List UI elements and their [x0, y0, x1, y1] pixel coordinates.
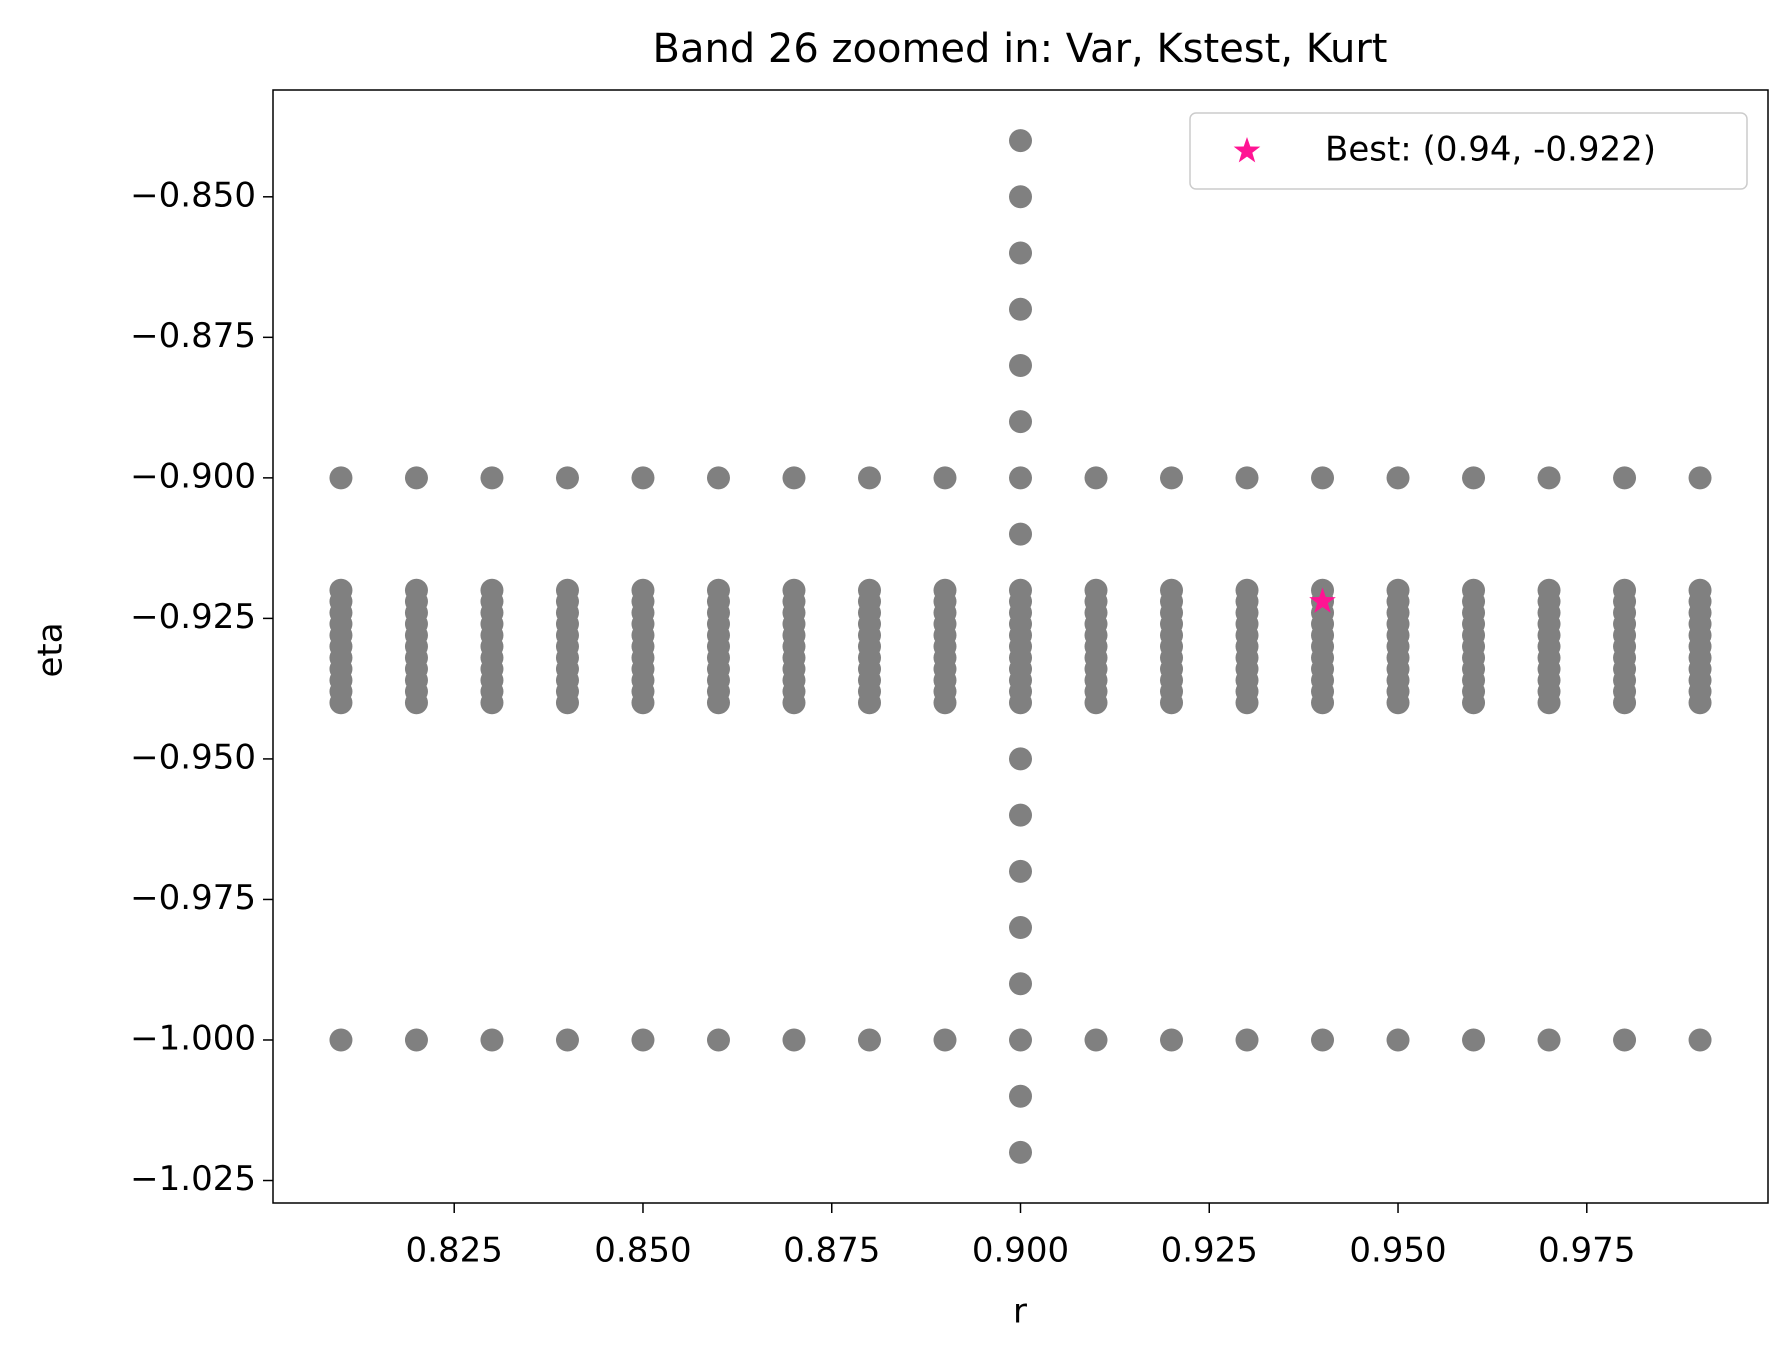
point: [480, 691, 504, 715]
point: [1235, 1028, 1259, 1052]
point: [706, 691, 730, 715]
y-tick-label: −0.975: [130, 878, 256, 918]
point: [1537, 1028, 1561, 1052]
best-point: [1309, 587, 1336, 613]
y-tick-label: −1.025: [130, 1159, 256, 1199]
point: [1009, 916, 1032, 940]
point: [1462, 691, 1486, 715]
point: [857, 691, 881, 715]
point: [1009, 353, 1032, 377]
point: [933, 691, 957, 715]
point: [1084, 466, 1108, 490]
point: [1084, 691, 1108, 715]
point: [1009, 241, 1032, 265]
point: [1688, 691, 1712, 715]
point: [480, 1028, 504, 1052]
point: [480, 466, 504, 490]
x-tick-label: 0.825: [406, 1231, 503, 1271]
legend-label: Best: (0.94, -0.922): [1325, 130, 1656, 170]
point: [1462, 1028, 1486, 1052]
point: [1311, 1028, 1335, 1052]
point: [1009, 691, 1032, 715]
point: [1009, 747, 1032, 771]
point: [1160, 466, 1184, 490]
point: [1537, 466, 1561, 490]
point: [1613, 691, 1637, 715]
point: [404, 691, 428, 715]
x-tick-label: 0.875: [783, 1231, 880, 1271]
point: [1311, 691, 1335, 715]
legend-box: [1189, 112, 1748, 190]
point: [1688, 466, 1712, 490]
point: [329, 1028, 353, 1052]
point: [1009, 1140, 1032, 1164]
point: [1386, 1028, 1410, 1052]
point: [555, 466, 579, 490]
point: [857, 1028, 881, 1052]
point: [1009, 1084, 1032, 1108]
point: [782, 691, 806, 715]
point: [1009, 466, 1032, 490]
y-axis-label: eta: [31, 622, 71, 677]
point: [1386, 691, 1410, 715]
legend-marker: [1233, 137, 1261, 163]
point: [1311, 466, 1335, 490]
point: [631, 691, 655, 715]
point: [1235, 466, 1259, 490]
x-tick-label: 0.850: [594, 1231, 691, 1271]
point: [1160, 1028, 1184, 1052]
y-tick-label: −1.000: [130, 1018, 256, 1058]
x-tick-label: 0.975: [1538, 1231, 1635, 1271]
point: [1009, 972, 1032, 996]
point: [1235, 691, 1259, 715]
y-tick-label: −0.900: [130, 456, 256, 496]
point: [1613, 1028, 1637, 1052]
point: [933, 466, 957, 490]
plot-frame: [272, 89, 1769, 1204]
x-tick-label: 0.900: [972, 1231, 1069, 1271]
point: [1009, 185, 1032, 209]
point: [631, 466, 655, 490]
point: [1537, 691, 1561, 715]
point: [404, 466, 428, 490]
x-axis-label: r: [1013, 1292, 1027, 1332]
point: [706, 1028, 730, 1052]
point: [1386, 466, 1410, 490]
point: [782, 466, 806, 490]
point: [404, 1028, 428, 1052]
point: [1009, 1028, 1032, 1052]
y-tick-label: −0.925: [130, 597, 256, 637]
point: [706, 466, 730, 490]
point: [1462, 466, 1486, 490]
y-tick-label: −0.950: [130, 737, 256, 777]
point: [1009, 859, 1032, 883]
point: [1084, 1028, 1108, 1052]
y-tick-label: −0.850: [130, 175, 256, 215]
point: [933, 1028, 957, 1052]
point: [1160, 691, 1184, 715]
x-tick-label: 0.925: [1161, 1231, 1258, 1271]
point: [555, 1028, 579, 1052]
point: [1009, 803, 1032, 827]
point: [782, 1028, 806, 1052]
point: [1009, 129, 1032, 153]
point: [857, 466, 881, 490]
x-tick-label: 0.950: [1349, 1231, 1446, 1271]
point: [329, 466, 353, 490]
point: [1009, 297, 1032, 321]
point: [1613, 466, 1637, 490]
point: [1009, 410, 1032, 434]
point: [631, 1028, 655, 1052]
y-tick-label: −0.875: [130, 316, 256, 356]
point: [1688, 1028, 1712, 1052]
point: [329, 691, 353, 715]
point: [555, 691, 579, 715]
point: [1009, 522, 1032, 546]
chart-title: Band 26 zoomed in: Var, Kstest, Kurt: [653, 26, 1388, 72]
